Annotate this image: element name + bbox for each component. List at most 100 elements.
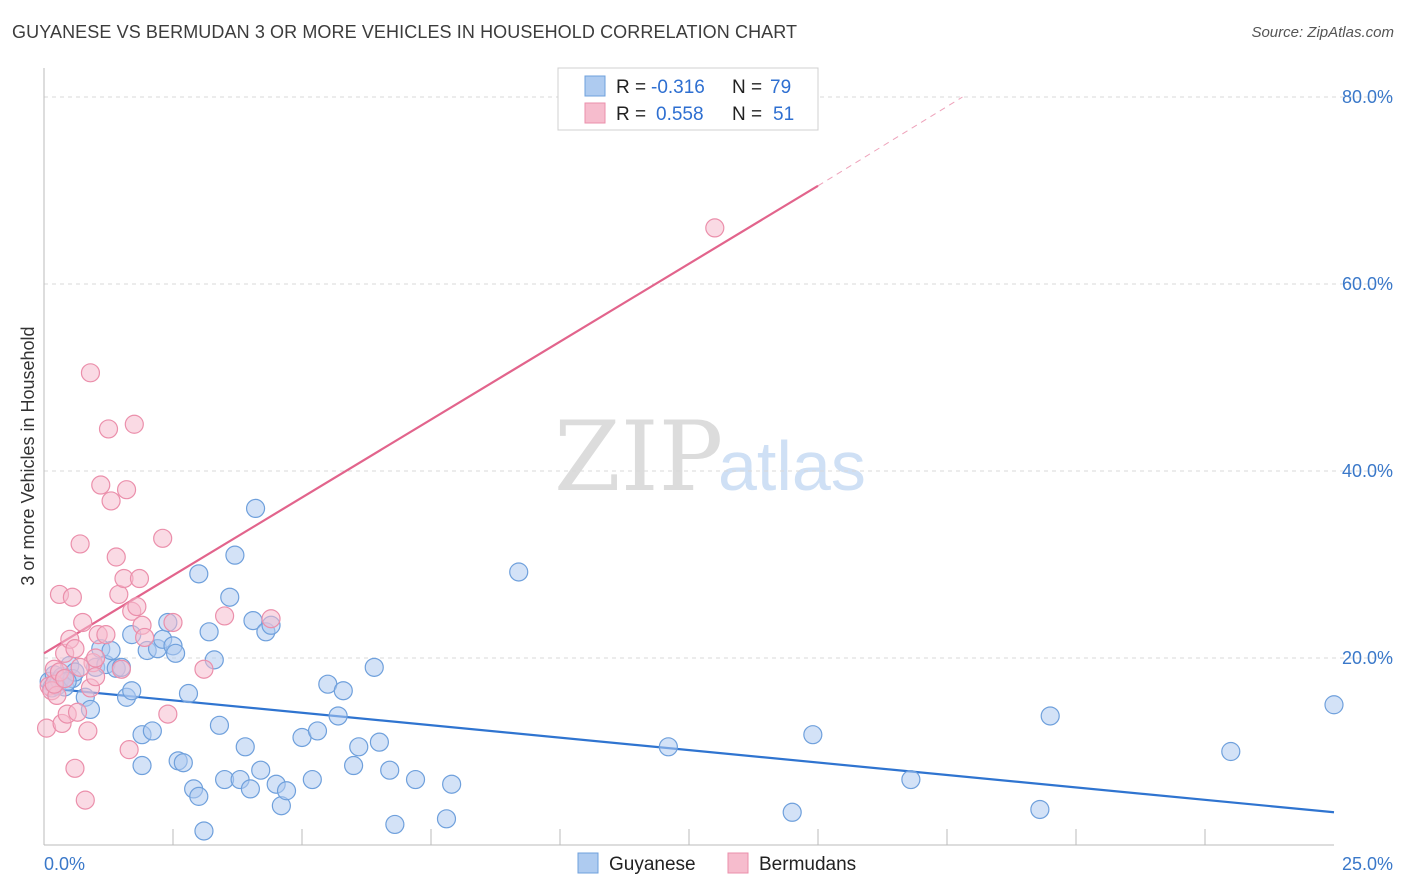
series-legend-swatch-guyanese — [577, 852, 599, 874]
y-tick-label-80: 80.0% — [1342, 87, 1393, 107]
point-bermudans-16 — [78, 721, 98, 741]
point-bermudans-39 — [163, 612, 183, 633]
y-tick-label-40: 40.0% — [1342, 461, 1393, 481]
point-bermudans-36 — [135, 627, 155, 648]
chart-source: Source: ZipAtlas.com — [1251, 24, 1394, 41]
point-bermudans-13 — [70, 534, 90, 554]
point-bermudans-26 — [109, 584, 129, 605]
point-bermudans-22 — [96, 625, 116, 645]
point-bermudans-19 — [85, 648, 106, 668]
point-bermudans-11 — [65, 758, 85, 778]
point-bermudans-42 — [261, 609, 281, 629]
legend-swatch-bermudan — [584, 102, 606, 124]
point-guyanese-74 — [1030, 799, 1050, 820]
point-guyanese-76 — [1221, 741, 1241, 762]
point-bermudans-32 — [124, 414, 144, 434]
watermark-atlas: atlas — [718, 427, 866, 505]
point-bermudans-48 — [70, 657, 90, 677]
point-bermudans-34 — [129, 568, 150, 589]
point-guyanese-53 — [276, 781, 297, 801]
point-guyanese-19 — [122, 681, 142, 701]
series-legend-label-guyanese: Guyanese — [609, 854, 696, 875]
y-axis-label: 3 or more Vehicles in Household — [18, 326, 38, 585]
point-guyanese-35 — [189, 564, 209, 584]
legend-r-label-guyanese: R = — [616, 77, 646, 98]
point-guyanese-59 — [333, 681, 353, 701]
y-tick-labels: 20.0% 40.0% 60.0% 80.0% — [1342, 87, 1393, 668]
point-guyanese-68 — [442, 774, 462, 794]
point-bermudans-27 — [111, 659, 132, 679]
trend-line-guyanese — [43, 686, 1335, 814]
point-guyanese-55 — [302, 769, 322, 790]
point-guyanese-63 — [369, 732, 389, 752]
point-bermudans-29 — [116, 480, 137, 500]
scatter-points — [36, 218, 1344, 841]
point-bermudans-38 — [158, 704, 178, 724]
point-guyanese-34 — [189, 786, 209, 806]
point-guyanese-62 — [364, 657, 384, 677]
point-guyanese-67 — [436, 809, 457, 829]
point-guyanese-29 — [165, 643, 186, 663]
point-guyanese-36 — [194, 821, 214, 841]
point-guyanese-66 — [405, 769, 426, 790]
point-guyanese-42 — [225, 545, 245, 565]
legend-r-value-bermudan: 0.558 — [656, 104, 704, 125]
point-guyanese-22 — [132, 755, 152, 776]
point-bermudans-33 — [127, 596, 147, 617]
point-guyanese-61 — [349, 737, 369, 757]
legend-n-value-guyanese: 79 — [770, 77, 791, 98]
chart-title: GUYANESE VS BERMUDAN 3 OR MORE VEHICLES … — [12, 22, 798, 42]
point-guyanese-37 — [199, 622, 219, 642]
trend-line-bermudan — [43, 184, 819, 655]
series-legend: Guyanese Bermudans — [577, 852, 856, 875]
point-bermudans-50 — [85, 667, 106, 687]
point-guyanese-71 — [782, 802, 802, 822]
point-guyanese-44 — [235, 737, 255, 757]
point-bermudans-12 — [67, 702, 88, 722]
point-guyanese-60 — [344, 755, 364, 776]
point-bermudans-43 — [705, 218, 725, 238]
legend-swatch-guyanese — [584, 75, 606, 97]
point-bermudans-23 — [98, 419, 119, 439]
point-guyanese-45 — [240, 779, 260, 799]
point-bermudans-40 — [194, 659, 214, 679]
x-tick-label-min: 0.0% — [44, 854, 85, 874]
point-bermudans-30 — [119, 740, 139, 760]
point-bermudans-17 — [80, 363, 101, 383]
point-guyanese-70 — [658, 737, 678, 757]
point-guyanese-73 — [901, 769, 921, 790]
legend-n-value-bermudan: 51 — [773, 104, 794, 125]
point-guyanese-31 — [173, 753, 193, 773]
point-guyanese-69 — [509, 562, 529, 582]
legend-r-value-guyanese: -0.316 — [651, 77, 705, 98]
point-guyanese-41 — [220, 587, 240, 607]
watermark-zip: ZIP — [554, 401, 723, 513]
stats-legend: R = -0.316 N = 79 R = 0.558 N = 51 — [557, 67, 819, 131]
point-guyanese-72 — [803, 725, 823, 745]
legend-r-label-bermudan: R = — [616, 104, 646, 125]
x-tick-label-max: 25.0% — [1342, 854, 1393, 874]
point-bermudans-10 — [62, 587, 82, 607]
grid-lines — [44, 96, 1393, 659]
y-tick-label-60: 60.0% — [1342, 274, 1393, 294]
y-tick-label-20: 20.0% — [1342, 648, 1393, 668]
point-guyanese-24 — [142, 721, 162, 741]
trend-line-bermudan-extension — [817, 96, 963, 187]
trend-lines — [43, 96, 1335, 814]
point-bermudans-24 — [101, 491, 121, 511]
x-axis-ticks — [172, 829, 1206, 845]
point-guyanese-65 — [385, 814, 405, 835]
point-bermudans-21 — [91, 475, 111, 495]
legend-n-label-guyanese: N = — [732, 77, 762, 98]
point-bermudans-41 — [215, 606, 235, 626]
point-guyanese-56 — [307, 721, 328, 741]
point-bermudans-25 — [106, 547, 126, 567]
point-guyanese-39 — [209, 715, 230, 735]
point-bermudans-14 — [73, 612, 93, 633]
series-legend-label-bermudan: Bermudans — [759, 854, 856, 875]
legend-n-label-bermudan: N = — [732, 104, 762, 125]
point-bermudans-15 — [75, 790, 95, 810]
point-bermudans-37 — [153, 528, 173, 548]
series-legend-swatch-bermudan — [727, 852, 749, 874]
